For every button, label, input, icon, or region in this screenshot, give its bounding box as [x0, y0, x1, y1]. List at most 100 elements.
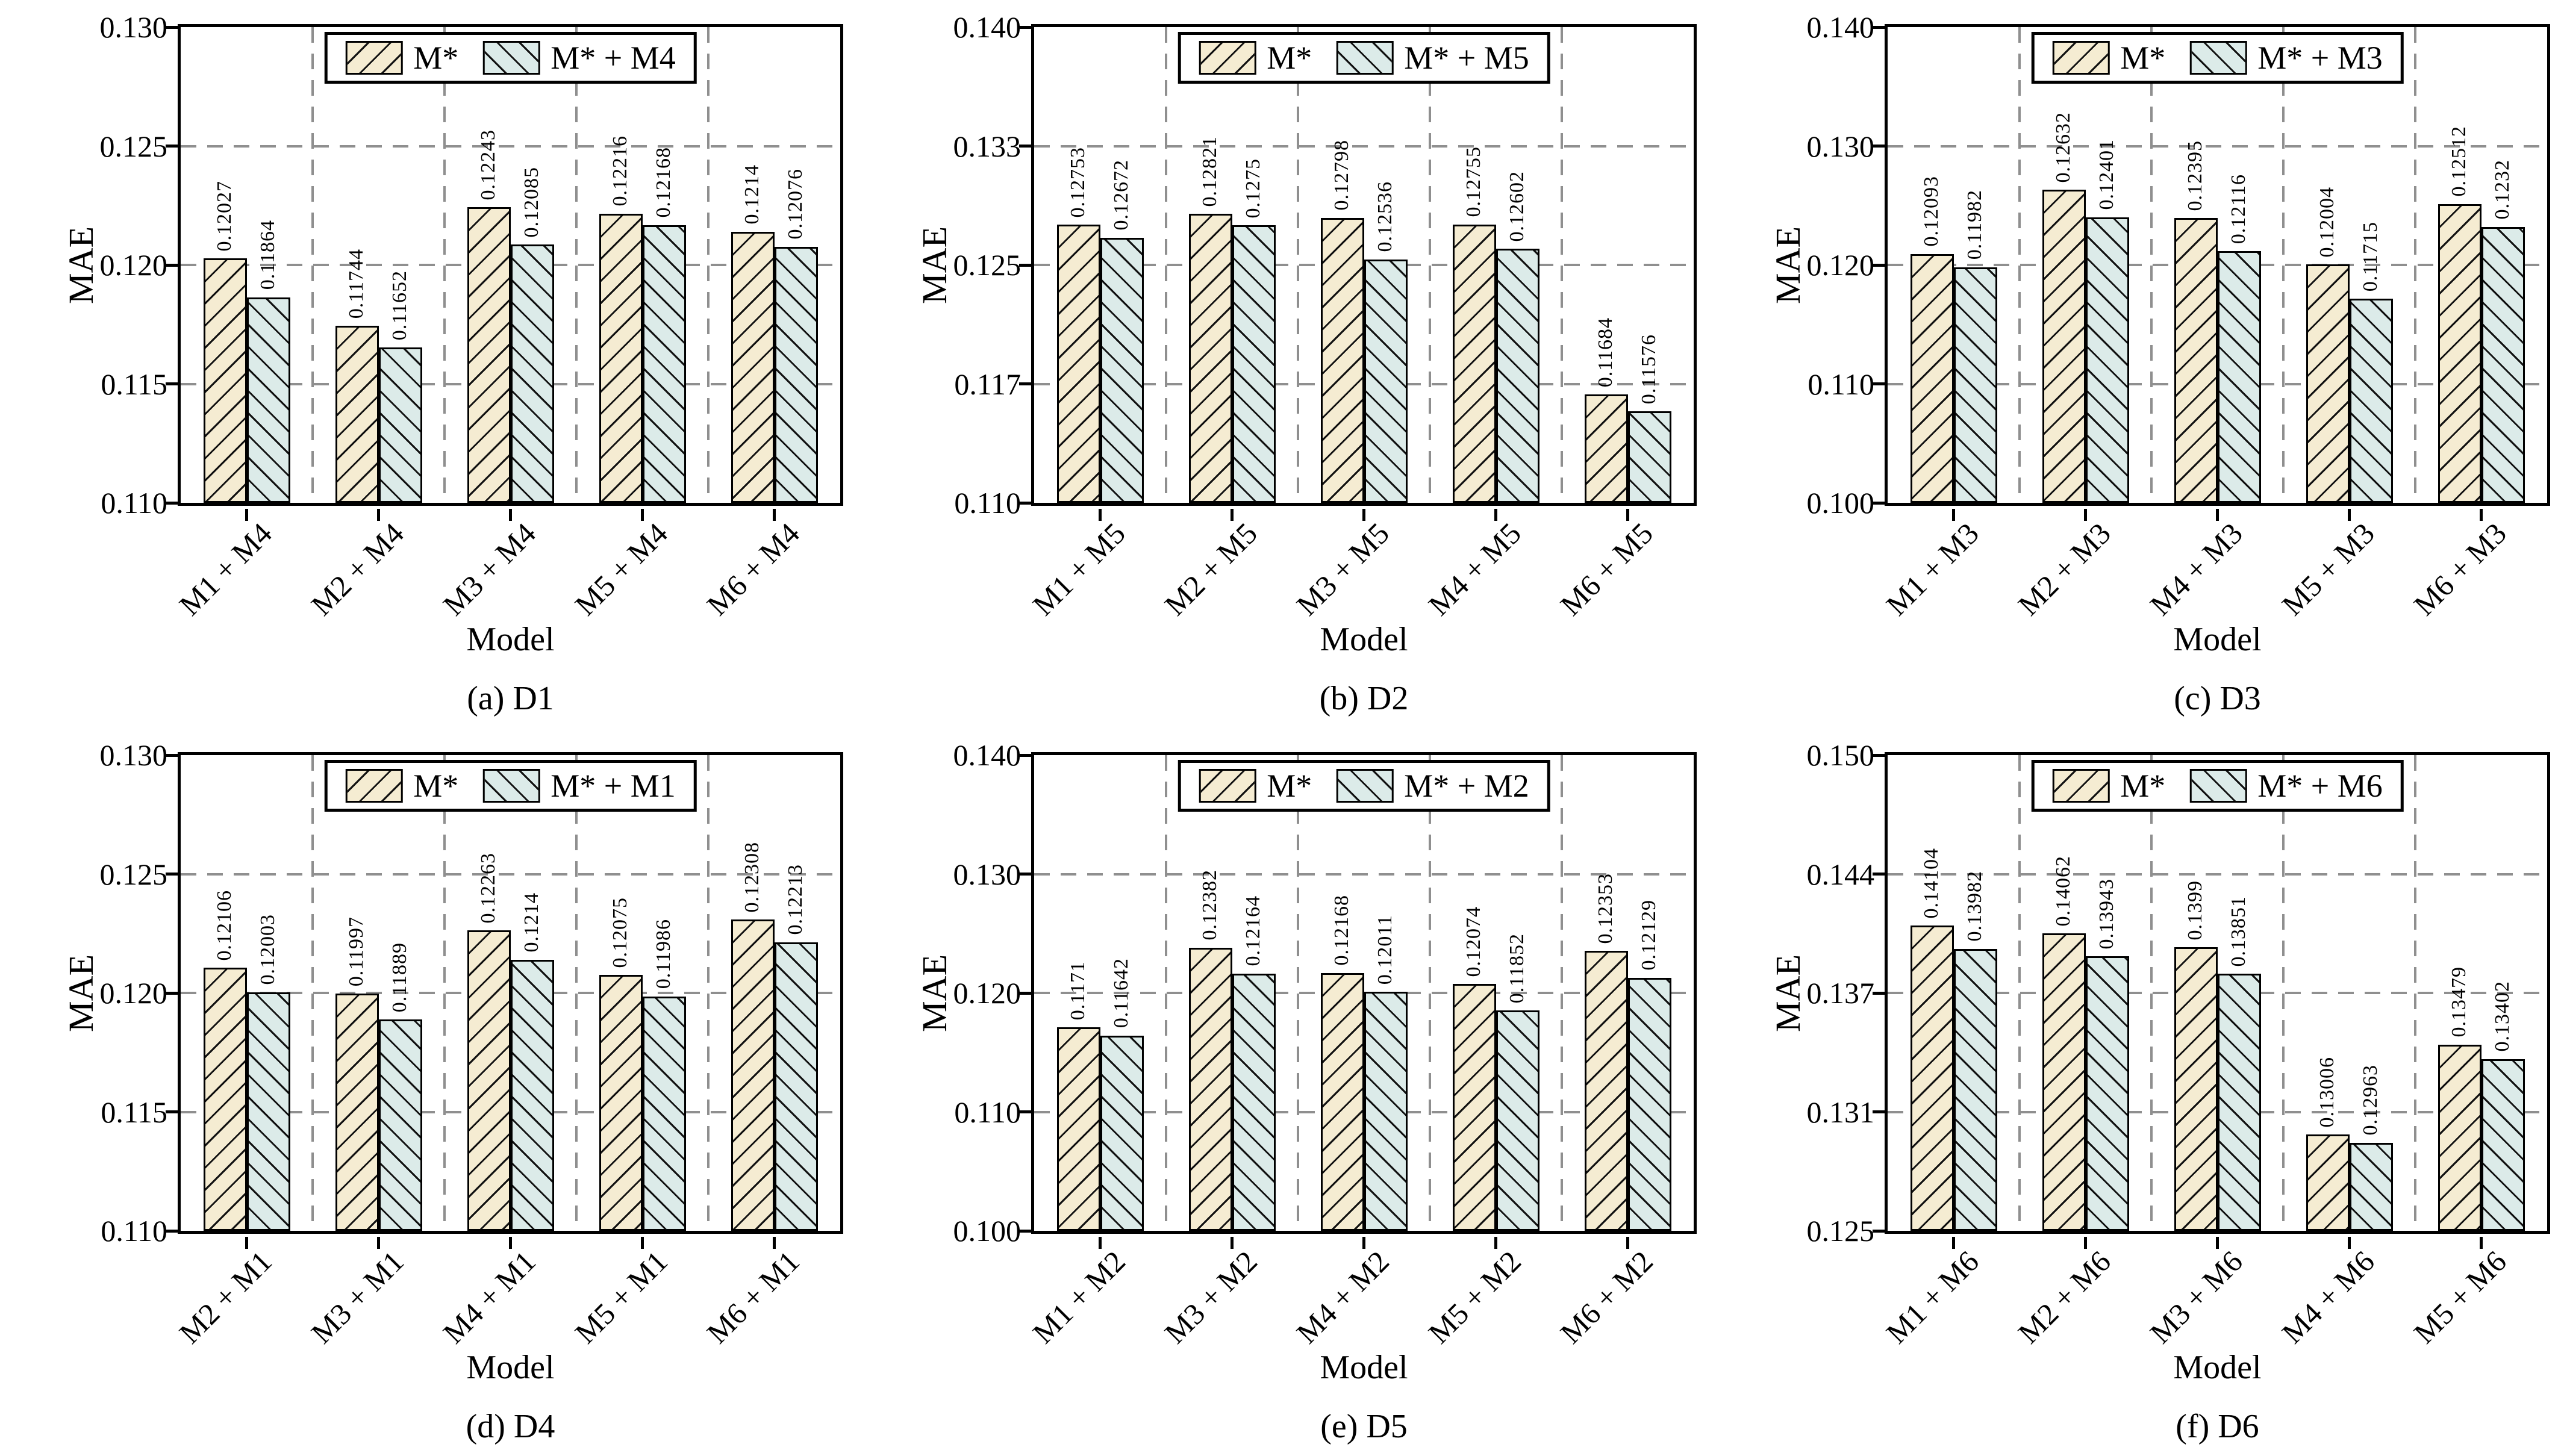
- bar-mstar: [1056, 1027, 1100, 1231]
- legend-label: M* + M3: [2257, 40, 2383, 76]
- bar-value-label: 0.12798: [1330, 140, 1353, 211]
- bar-value-label: 0.1232: [2491, 160, 2513, 220]
- bar-value-label: 0.14104: [1920, 847, 1942, 919]
- y-tick-label: 0.140: [1806, 10, 1875, 44]
- y-tick-label: 0.130: [1806, 129, 1875, 163]
- x-tick-mark: [641, 509, 644, 521]
- y-tick-mark: [1019, 1229, 1031, 1233]
- bar-value-label: 0.12395: [2183, 140, 2206, 211]
- y-tick-mark: [1019, 145, 1031, 148]
- bar-mstar: [203, 968, 247, 1231]
- x-tick-label: M2 + M3: [2011, 516, 2118, 622]
- x-tick-mark: [1099, 509, 1102, 521]
- bar-mstar: [1910, 926, 1954, 1231]
- bar-mstar: [2174, 218, 2218, 503]
- x-tick-label: M5 + M3: [2275, 516, 2382, 622]
- bar-mstar-plus: [510, 959, 554, 1231]
- x-tick-mark: [1494, 509, 1497, 521]
- bar-mstar: [1320, 972, 1364, 1231]
- bar-value-label: 0.12753: [1066, 146, 1089, 218]
- y-tick-mark: [1019, 25, 1031, 29]
- y-tick-label: 0.137: [1806, 976, 1875, 1010]
- y-tick-mark: [1873, 501, 1885, 505]
- bar-value-label: 0.11889: [388, 942, 411, 1012]
- x-axis-title: Model: [2173, 1349, 2262, 1386]
- bar-mstar-plus: [642, 225, 686, 503]
- legend-entry: M*: [2052, 769, 2165, 803]
- y-tick-mark: [166, 1110, 178, 1113]
- bar-mstar: [599, 975, 643, 1231]
- y-tick-mark: [1019, 1110, 1031, 1113]
- y-tick-mark: [166, 263, 178, 267]
- legend-entry: M* + M2: [1336, 769, 1529, 803]
- y-tick-label: 0.144: [1806, 857, 1875, 891]
- y-tick-mark: [166, 25, 178, 29]
- bar-mstar: [1584, 951, 1628, 1231]
- legend-label: M* + M2: [1404, 768, 1529, 804]
- x-tick-label: M4 + M5: [1421, 516, 1528, 622]
- y-tick-label: 0.117: [954, 367, 1021, 401]
- y-tick-label: 0.140: [953, 738, 1022, 772]
- bar-value-label: 0.12003: [256, 914, 279, 985]
- bar-value-label: 0.12243: [476, 129, 499, 201]
- y-tick-label: 0.100: [953, 1214, 1022, 1248]
- x-tick-mark: [2084, 509, 2087, 521]
- x-tick-label: M5 + M1: [568, 1244, 675, 1350]
- y-tick-mark: [166, 145, 178, 148]
- legend-label: M*: [1267, 768, 1312, 804]
- legend-entry: M* + M5: [1336, 41, 1529, 75]
- gridline-vertical: [1561, 755, 1563, 1231]
- legend-swatch-mstar: [345, 769, 403, 803]
- bar-mstar: [467, 930, 511, 1231]
- x-tick-mark: [2480, 509, 2483, 521]
- legend-entry: M*: [2052, 41, 2165, 75]
- bar-mstar: [2174, 947, 2218, 1231]
- x-tick-label: M3 + M6: [2143, 1244, 2250, 1350]
- bar-mstar-plus: [246, 992, 290, 1231]
- bar-mstar-plus: [774, 246, 818, 503]
- gridline-vertical: [311, 27, 314, 503]
- legend-label: M* + M6: [2257, 768, 2383, 804]
- subplot-f: MAE 0.125 0.131 0.137 0.144 0.150 0.14104 0.139…: [1707, 728, 2560, 1456]
- bar-mstar: [2438, 204, 2481, 503]
- bar-value-label: 0.11576: [1637, 334, 1660, 405]
- x-tick-mark: [1494, 1237, 1497, 1249]
- bar-value-label: 0.11997: [345, 916, 367, 987]
- y-tick-label: 0.125: [953, 248, 1022, 282]
- y-tick-mark: [1873, 263, 1885, 267]
- legend-entry: M*: [345, 41, 458, 75]
- bar-mstar: [2438, 1044, 2481, 1231]
- x-tick-mark: [1362, 509, 1365, 521]
- bar-mstar: [1452, 984, 1496, 1231]
- legend-label: M*: [2120, 768, 2166, 804]
- plot-area: 0.12106 0.12003 0.11997 0.11889 0.12263 0.121…: [181, 755, 840, 1231]
- bar-value-label: 0.1171: [1066, 961, 1089, 1021]
- plot-area: 0.1171 0.11642 0.12382 0.12164 0.12168 0.1201…: [1034, 755, 1694, 1231]
- bar-value-label: 0.12075: [608, 897, 631, 968]
- legend-swatch-mstar-plus: [1336, 41, 1394, 75]
- bar-mstar: [731, 919, 775, 1231]
- x-tick-mark: [509, 509, 512, 521]
- bar-mstar: [1452, 224, 1496, 503]
- x-tick-label: M3 + M2: [1158, 1244, 1264, 1350]
- x-tick-label: M2 + M6: [2011, 1244, 2118, 1350]
- bar-mstar: [599, 213, 643, 503]
- x-tick-label: M6 + M4: [700, 516, 806, 622]
- x-tick-mark: [2216, 1237, 2219, 1249]
- x-tick-label: M5 + M4: [568, 516, 675, 622]
- bar-value-label: 0.12353: [1594, 873, 1617, 944]
- bar-mstar-plus: [1953, 267, 1997, 503]
- x-tick-label: M1 + M3: [1879, 516, 1986, 622]
- gridline-vertical: [443, 755, 446, 1231]
- y-tick-mark: [1873, 753, 1885, 757]
- y-tick-mark: [1019, 263, 1031, 267]
- y-tick-label: 0.130: [99, 738, 168, 772]
- bar-value-label: 0.12106: [213, 889, 236, 961]
- x-tick-mark: [1231, 509, 1234, 521]
- legend-swatch-mstar: [345, 41, 403, 75]
- subplot-caption: (b) D2: [1319, 680, 1409, 717]
- y-tick-label: 0.115: [101, 367, 167, 401]
- gridline-vertical: [2018, 27, 2021, 503]
- legend-swatch-mstar-plus: [1336, 769, 1394, 803]
- y-tick-mark: [1019, 753, 1031, 757]
